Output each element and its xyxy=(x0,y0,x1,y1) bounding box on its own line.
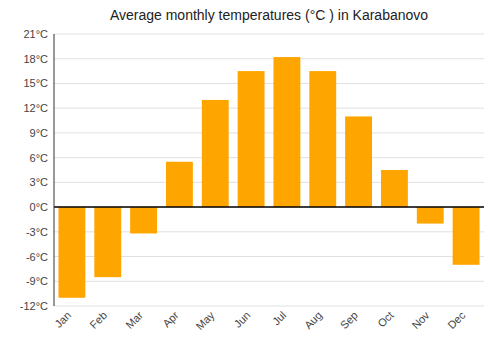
x-tick-label: Dec xyxy=(445,309,468,332)
chart: Average monthly temperatures (°C ) in Ka… xyxy=(0,0,500,350)
bar xyxy=(417,207,444,223)
x-tick-label: May xyxy=(193,309,217,333)
title: Average monthly temperatures (°C ) in Ka… xyxy=(110,7,428,23)
bar xyxy=(238,71,265,207)
y-tick-label: 6°C xyxy=(30,152,49,164)
grid-line xyxy=(54,132,484,133)
x-tick-label: Jan xyxy=(52,309,73,330)
bars xyxy=(58,57,479,298)
y-tick-label: 21°C xyxy=(23,28,48,40)
zero-line xyxy=(54,206,484,208)
bar xyxy=(166,162,193,207)
grid-line xyxy=(54,34,484,35)
y-tick-label: 0°C xyxy=(30,201,49,213)
x-tick-label: Sep xyxy=(338,309,360,331)
x-tick-label: Apr xyxy=(160,309,181,330)
grid-line xyxy=(54,281,484,282)
bar xyxy=(94,207,121,277)
grid-line xyxy=(54,306,484,307)
bar xyxy=(381,170,408,207)
bar xyxy=(58,207,85,298)
bar xyxy=(202,100,229,207)
bar xyxy=(309,71,336,207)
y-tick-label: -9°C xyxy=(26,275,48,287)
y-tick-label: 18°C xyxy=(23,53,48,65)
y-tick-label: -6°C xyxy=(26,251,48,263)
bar xyxy=(273,57,300,207)
bar xyxy=(345,116,372,207)
bar xyxy=(130,207,157,233)
x-tick-label: Oct xyxy=(375,309,396,330)
x-tick-label: Feb xyxy=(87,309,109,331)
x-tick-label: Mar xyxy=(123,309,145,331)
x-tick-label: Jun xyxy=(231,309,252,330)
y-tick-label: -12°C xyxy=(20,300,48,312)
y-tick-label: -3°C xyxy=(26,226,48,238)
grid-line xyxy=(54,182,484,183)
grid xyxy=(54,34,484,306)
grid-line xyxy=(54,83,484,84)
y-axis-line xyxy=(54,34,55,306)
grid-line xyxy=(54,108,484,109)
y-tick-label: 12°C xyxy=(23,102,48,114)
x-tick-label: Nov xyxy=(409,309,432,332)
x-tick-label: Jul xyxy=(270,309,288,327)
y-tick-label: 9°C xyxy=(30,127,49,139)
y-tick-label: 3°C xyxy=(30,176,49,188)
grid-line xyxy=(54,157,484,158)
y-tick-label: 15°C xyxy=(23,77,48,89)
grid-line xyxy=(54,207,484,208)
grid-line xyxy=(54,58,484,59)
bar xyxy=(453,207,480,265)
x-tick-label: Aug xyxy=(302,309,324,331)
